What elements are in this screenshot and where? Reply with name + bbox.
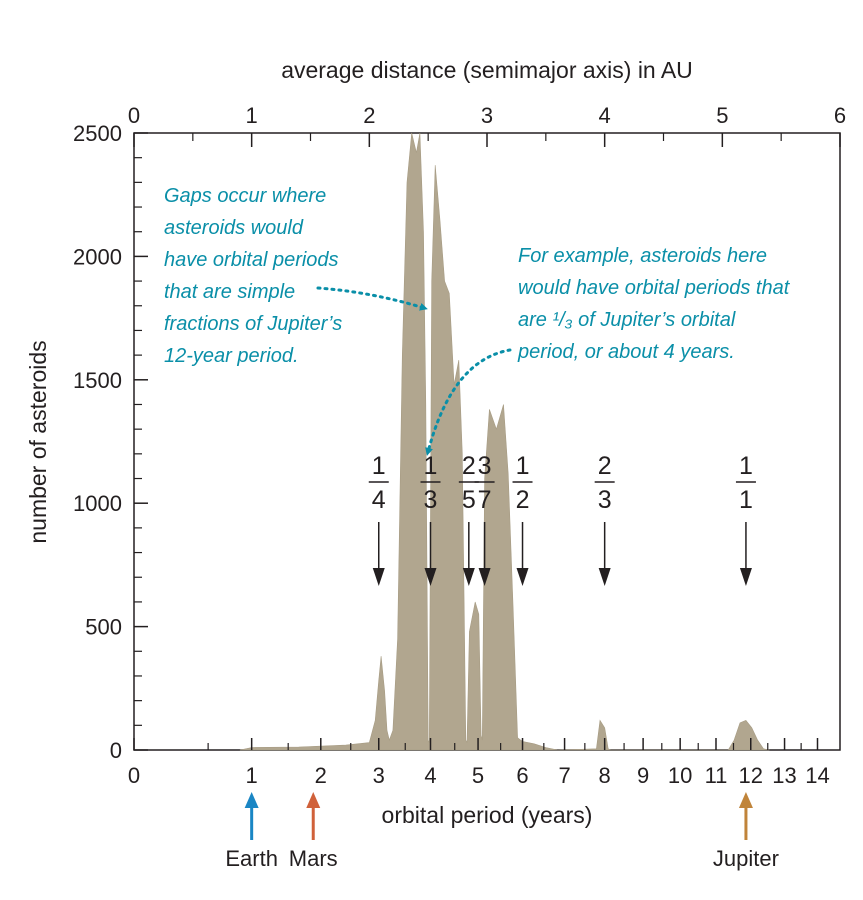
annotation-layer: Gaps occur where asteroids would have orbi… <box>164 185 791 456</box>
planet-layer: Earth Mars Jupiter <box>225 792 779 871</box>
resonance-arrow-head <box>516 568 529 586</box>
bottom-tick-label: 7 <box>558 763 570 788</box>
bottom-axis-title: orbital period (years) <box>382 802 593 828</box>
bottom-tick-label: 6 <box>516 763 528 788</box>
resonance-denominator: 3 <box>424 486 438 514</box>
annotation-gaps-line: 12-year period. <box>164 345 299 367</box>
y-tick-label: 2000 <box>73 244 122 269</box>
y-tick-label: 500 <box>85 615 122 640</box>
resonance-denominator: 3 <box>598 486 612 514</box>
y-tick-label: 1500 <box>73 368 122 393</box>
planet-arrow-head <box>244 792 259 808</box>
y-tick-label: 2500 <box>73 121 122 146</box>
bottom-tick-label: 8 <box>599 763 611 788</box>
annotation-gaps-line: Gaps occur where <box>164 185 326 207</box>
planet-arrow-head <box>306 792 321 808</box>
bottom-tick-label: 0 <box>128 763 140 788</box>
top-tick-label: 4 <box>599 103 611 128</box>
annotation-arrow-gaps <box>316 286 428 311</box>
bottom-tick-label: 14 <box>805 763 829 788</box>
bottom-tick-label: 13 <box>772 763 796 788</box>
bottom-tick-label: 5 <box>472 763 484 788</box>
resonance-numerator: 3 <box>478 452 492 480</box>
bottom-tick-label: 2 <box>315 763 327 788</box>
asteroid-count-area <box>239 132 770 751</box>
resonance-arrow-head <box>372 568 385 586</box>
resonance-numerator: 2 <box>598 452 612 480</box>
annotation-gaps-line: fractions of Jupiter’s <box>164 313 342 335</box>
annotation-example-line: are ¹/₃ of Jupiter’s orbital <box>518 309 736 331</box>
resonance-numerator: 2 <box>462 452 476 480</box>
annotation-arrow-one-third <box>425 348 512 456</box>
resonance-arrow-head <box>598 568 611 586</box>
resonance-denominator: 2 <box>516 486 530 514</box>
resonance-denominator: 1 <box>739 486 753 514</box>
top-tick-label: 1 <box>246 103 258 128</box>
distribution-layer <box>239 132 770 751</box>
resonance-numerator: 1 <box>516 452 530 480</box>
resonance-arrow-head <box>739 568 752 586</box>
annotation-gaps-line: have orbital periods <box>164 249 339 271</box>
top-tick-label: 3 <box>481 103 493 128</box>
bottom-tick-label: 10 <box>668 763 692 788</box>
bottom-tick-label: 11 <box>705 763 728 788</box>
annotation-example-line: For example, asteroids here <box>518 245 767 267</box>
bottom-tick-label: 1 <box>246 763 258 788</box>
top-tick-label: 2 <box>363 103 375 128</box>
resonance-numerator: 1 <box>739 452 753 480</box>
planet-label-mars: Mars <box>289 846 338 871</box>
resonance-numerator: 1 <box>372 452 386 480</box>
bottom-tick-label: 4 <box>424 763 436 788</box>
resonance-denominator: 5 <box>462 486 476 514</box>
planet-label-jupiter: Jupiter <box>713 846 779 871</box>
resonance-denominator: 4 <box>372 486 386 514</box>
planet-label-earth: Earth <box>225 846 278 871</box>
y-tick-label: 0 <box>110 738 122 763</box>
annotation-example-line: would have orbital periods that <box>518 277 791 299</box>
resonance-arrow-head <box>478 568 491 586</box>
resonance-arrow-head <box>462 568 475 586</box>
annotation-example-line: period, or about 4 years. <box>517 341 735 363</box>
bottom-tick-label: 12 <box>739 763 763 788</box>
top-axis-title: average distance (semimajor axis) in AU <box>281 57 693 83</box>
planet-arrow-head <box>738 792 753 808</box>
top-tick-label: 0 <box>128 103 140 128</box>
top-tick-label: 6 <box>834 103 846 128</box>
y-axis-title: number of asteroids <box>25 340 51 543</box>
annotation-gaps-line: asteroids would <box>164 217 304 239</box>
annotation-gaps-line: that are simple <box>164 281 295 303</box>
bottom-tick-label: 3 <box>373 763 385 788</box>
top-tick-label: 5 <box>716 103 728 128</box>
bottom-tick-label: 9 <box>637 763 649 788</box>
resonance-denominator: 7 <box>478 486 492 514</box>
resonance-arrow-head <box>424 568 437 586</box>
resonance-numerator: 1 <box>424 452 438 480</box>
y-tick-label: 1000 <box>73 491 122 516</box>
